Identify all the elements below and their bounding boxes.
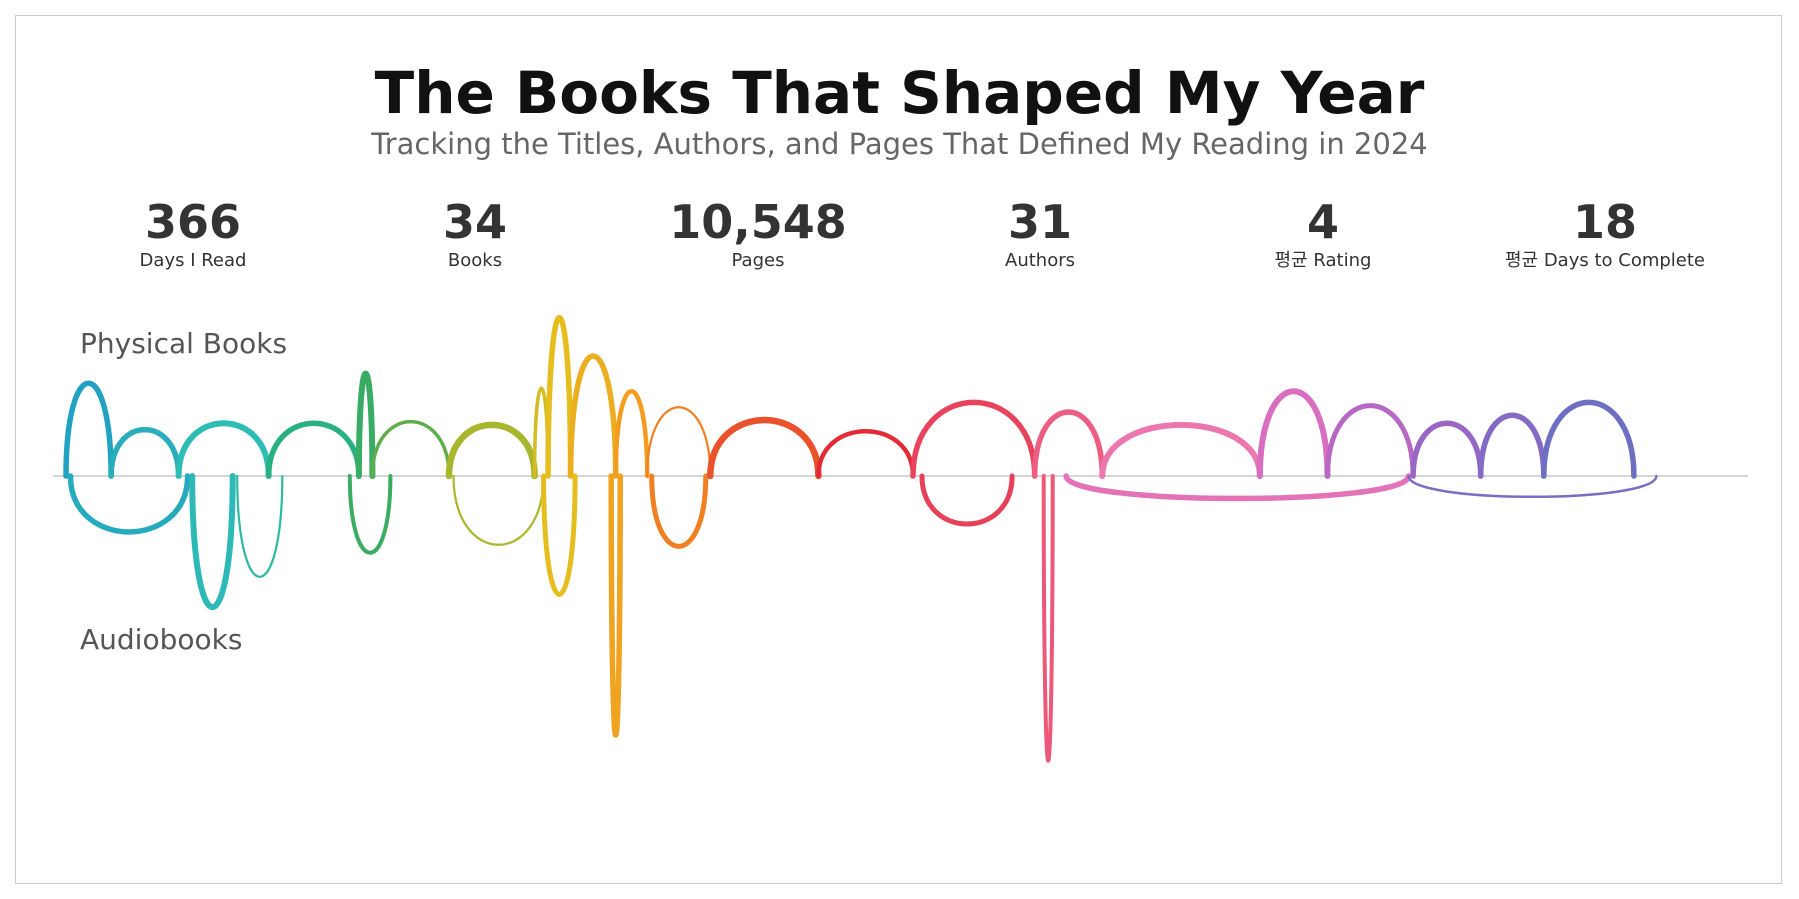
physical-book-arc-5 (355, 370, 376, 479)
physical-book-arc-21 (1477, 412, 1547, 479)
series-label-physical-books: Physical Books (80, 327, 288, 360)
audiobook-arc-2 (189, 473, 236, 611)
physical-book-arc-9 (545, 314, 574, 479)
physical-book-arc-4 (265, 420, 362, 479)
series-label-audiobooks: Audiobooks (80, 623, 243, 656)
stat-value: 10,548 (669, 195, 847, 249)
physical-book-arc-18 (1256, 388, 1331, 479)
audiobook-arc-1 (67, 473, 191, 535)
stat-value: 366 (144, 195, 242, 249)
physical-book-arc-17 (1099, 421, 1263, 479)
audiobook-arc-10 (1041, 474, 1055, 763)
stat-pages: 10,548 Pages (617, 195, 899, 273)
physical-book-arc-15 (910, 399, 1038, 479)
audiobook-arc-11 (1063, 473, 1412, 502)
physical-book-arc-2 (108, 426, 182, 479)
stat-average-days-to-complete: 18 평균 Days to Complete (1464, 195, 1746, 273)
stat-value: 18 (1572, 195, 1637, 249)
stat-value: 4 (1306, 195, 1339, 249)
chart-subtitle: Tracking the Titles, Authors, and Pages … (371, 127, 1428, 161)
stat-label: 평균 Rating (1274, 250, 1372, 271)
physical-book-arc-16 (1031, 409, 1106, 479)
physical-book-arc-20 (1410, 420, 1484, 479)
audiobook-arc-7 (608, 473, 623, 738)
audiobook-arc-9 (919, 473, 1015, 527)
audiobook-arc-6 (541, 473, 578, 597)
physical-book-arc-7 (445, 421, 538, 480)
stat-label: Days I Read (139, 250, 247, 271)
physical-book-arc-11 (613, 389, 650, 479)
physical-book-arc-14 (816, 429, 916, 479)
stat-days-read: 366 Days I Read (52, 195, 334, 273)
stat-label: Pages (731, 250, 785, 271)
audiobook-arc-12 (1407, 474, 1658, 499)
stat-authors: 31 Authors (899, 195, 1181, 273)
physical-book-arc-19 (1325, 403, 1416, 479)
stat-value: 34 (442, 195, 507, 249)
stat-value: 31 (1007, 195, 1072, 249)
audiobook-arcs (67, 473, 1658, 763)
physical-book-arc-12 (646, 406, 712, 478)
audiobook-arc-8 (649, 473, 709, 549)
stat-average-rating: 4 평균 Rating (1182, 195, 1464, 273)
stat-books: 34 Books (334, 195, 616, 273)
figure-frame (15, 15, 1782, 884)
stat-label: Authors (1005, 250, 1075, 271)
physical-book-arc-13 (707, 416, 822, 480)
audiobook-arc-5 (452, 474, 545, 546)
chart-title: The Books That Shaped My Year (374, 59, 1425, 127)
physical-book-arc-1 (63, 380, 114, 479)
audiobook-arc-3 (236, 474, 284, 578)
physical-book-arc-6 (370, 420, 451, 478)
stat-label: Books (447, 250, 503, 271)
audiobook-arc-4 (347, 474, 393, 555)
stat-label: 평균 Days to Complete (1504, 250, 1706, 271)
physical-book-arcs (63, 314, 1637, 480)
physical-book-arc-22 (1541, 399, 1637, 479)
physical-book-arc-3 (175, 420, 272, 479)
physical-book-arc-10 (567, 353, 619, 479)
